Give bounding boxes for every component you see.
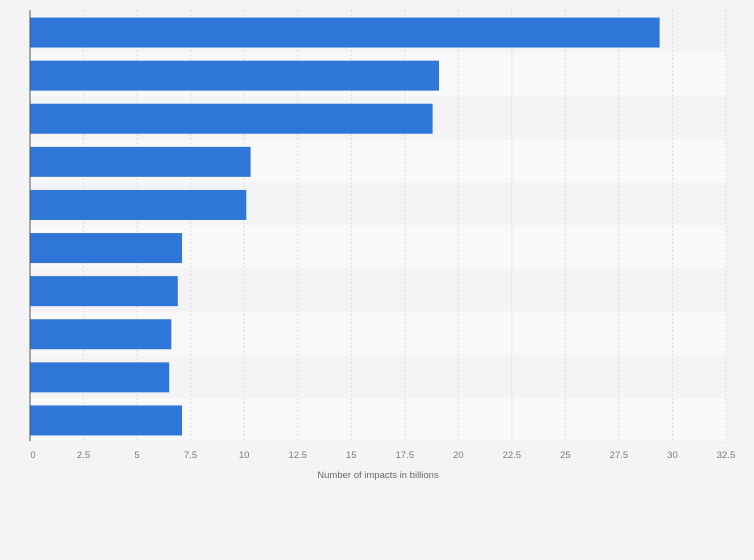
x-tick-label: 22.5	[503, 450, 522, 461]
bar[interactable]	[30, 60, 440, 91]
bar[interactable]	[30, 103, 433, 134]
bar[interactable]	[30, 362, 170, 393]
x-tick-labels: 0 2.5 5 7.5 10 12.5 15 17.5 20 22.5 25 27.5 30 32.5	[30, 450, 735, 461]
bar[interactable]	[30, 405, 183, 436]
x-tick-label: 25	[560, 450, 571, 461]
x-axis-title: Number of impacts in billions	[317, 470, 439, 481]
bar[interactable]	[30, 233, 183, 264]
x-tick-label: 17.5	[396, 450, 415, 461]
bar[interactable]	[30, 17, 660, 48]
x-tick-label: 30	[667, 450, 678, 461]
x-tick-label: 12.5	[288, 450, 307, 461]
x-tick-label: 0	[30, 450, 35, 461]
bar[interactable]	[30, 189, 247, 220]
bars	[30, 17, 660, 436]
x-tick-label: 27.5	[610, 450, 629, 461]
x-tick-label: 2.5	[77, 450, 90, 461]
x-tick-label: 15	[346, 450, 357, 461]
x-tick-label: 20	[453, 450, 464, 461]
x-tick-label: 7.5	[184, 450, 197, 461]
x-tick-label: 10	[239, 450, 250, 461]
x-tick-label: 5	[134, 450, 139, 461]
x-tick-label: 32.5	[717, 450, 736, 461]
bar[interactable]	[30, 276, 178, 307]
bar[interactable]	[30, 146, 251, 177]
bar[interactable]	[30, 319, 172, 350]
